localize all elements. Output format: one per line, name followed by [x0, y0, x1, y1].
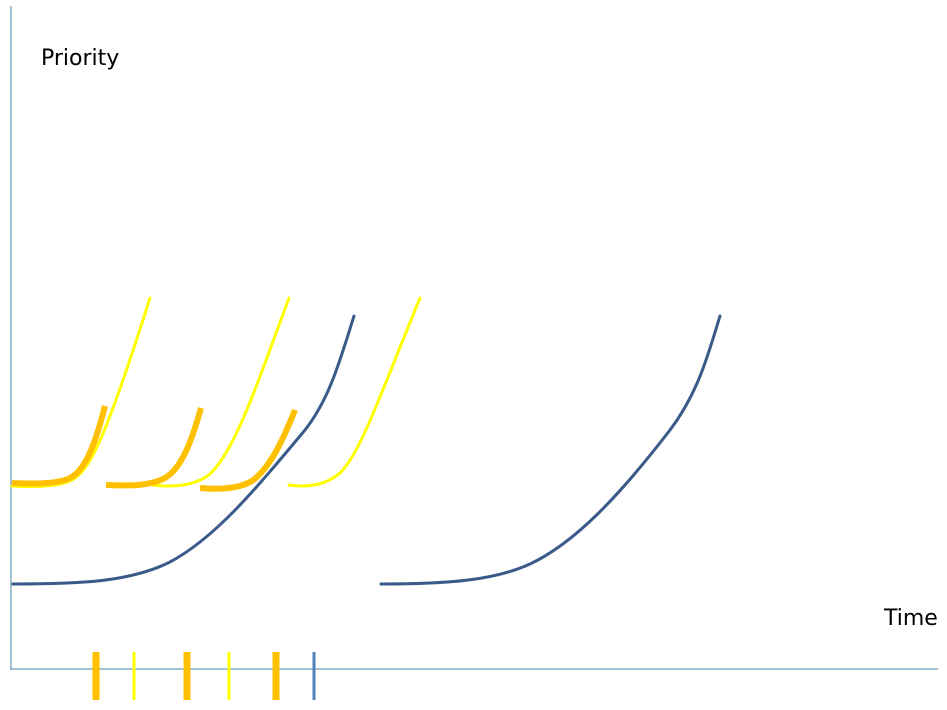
yellow-curve-3 [287, 296, 422, 488]
orange-curve-1 [11, 405, 108, 487]
x-axis-label: Time [884, 606, 938, 631]
orange-curve-3 [199, 408, 298, 492]
dark-blue-curve-2 [379, 314, 722, 586]
y-axis-label: Priority [41, 46, 120, 71]
yellow-curve-2 [150, 296, 291, 488]
yellow-curve-1 [10, 296, 152, 488]
orange-curve-2 [105, 407, 204, 489]
dark-blue-curve-1 [11, 314, 356, 586]
